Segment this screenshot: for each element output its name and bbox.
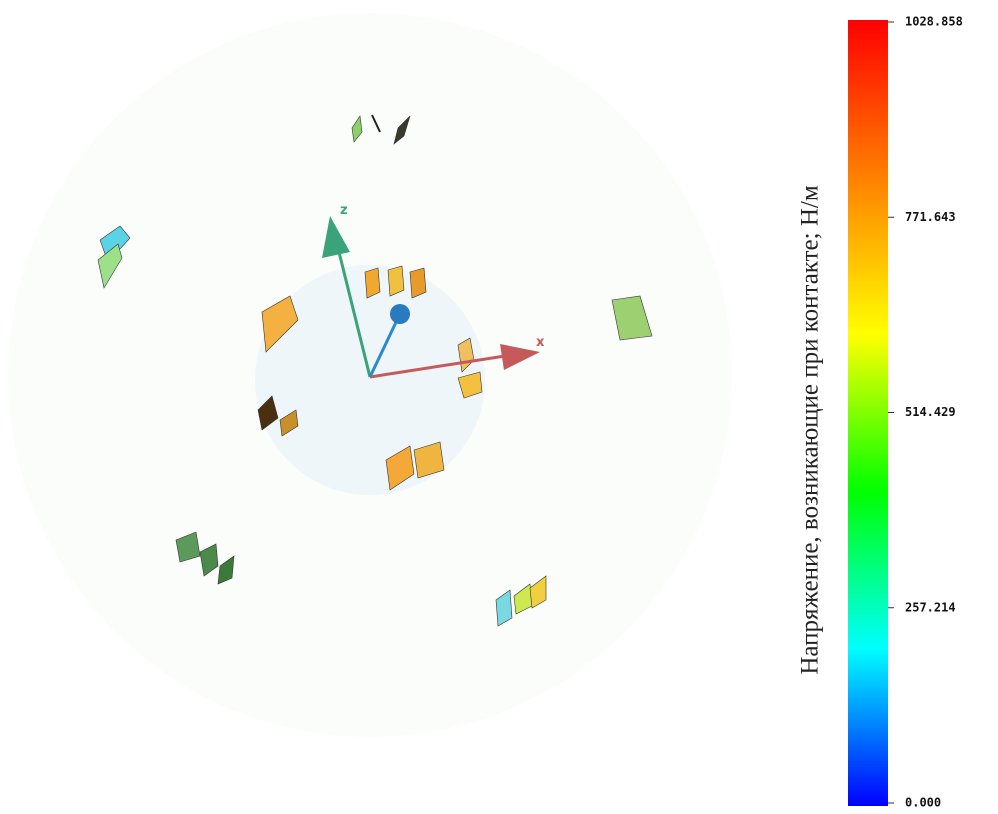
axis-label: x — [536, 335, 545, 350]
colorbar-label: Напряжение, возникающие при контакте; Н/… — [797, 185, 824, 674]
axis-label: z — [340, 203, 348, 218]
tick-label: 514.429 — [905, 405, 956, 419]
colorbar — [848, 20, 888, 806]
viewer: z x Напряжение, возникающие при контакте… — [0, 0, 998, 814]
tick-label: 0.000 — [905, 796, 941, 810]
tick-label: 771.643 — [905, 210, 956, 224]
tick-label: 1028.858 — [905, 15, 963, 29]
scene: z x — [8, 13, 732, 737]
tick-label: 257.214 — [905, 600, 956, 614]
